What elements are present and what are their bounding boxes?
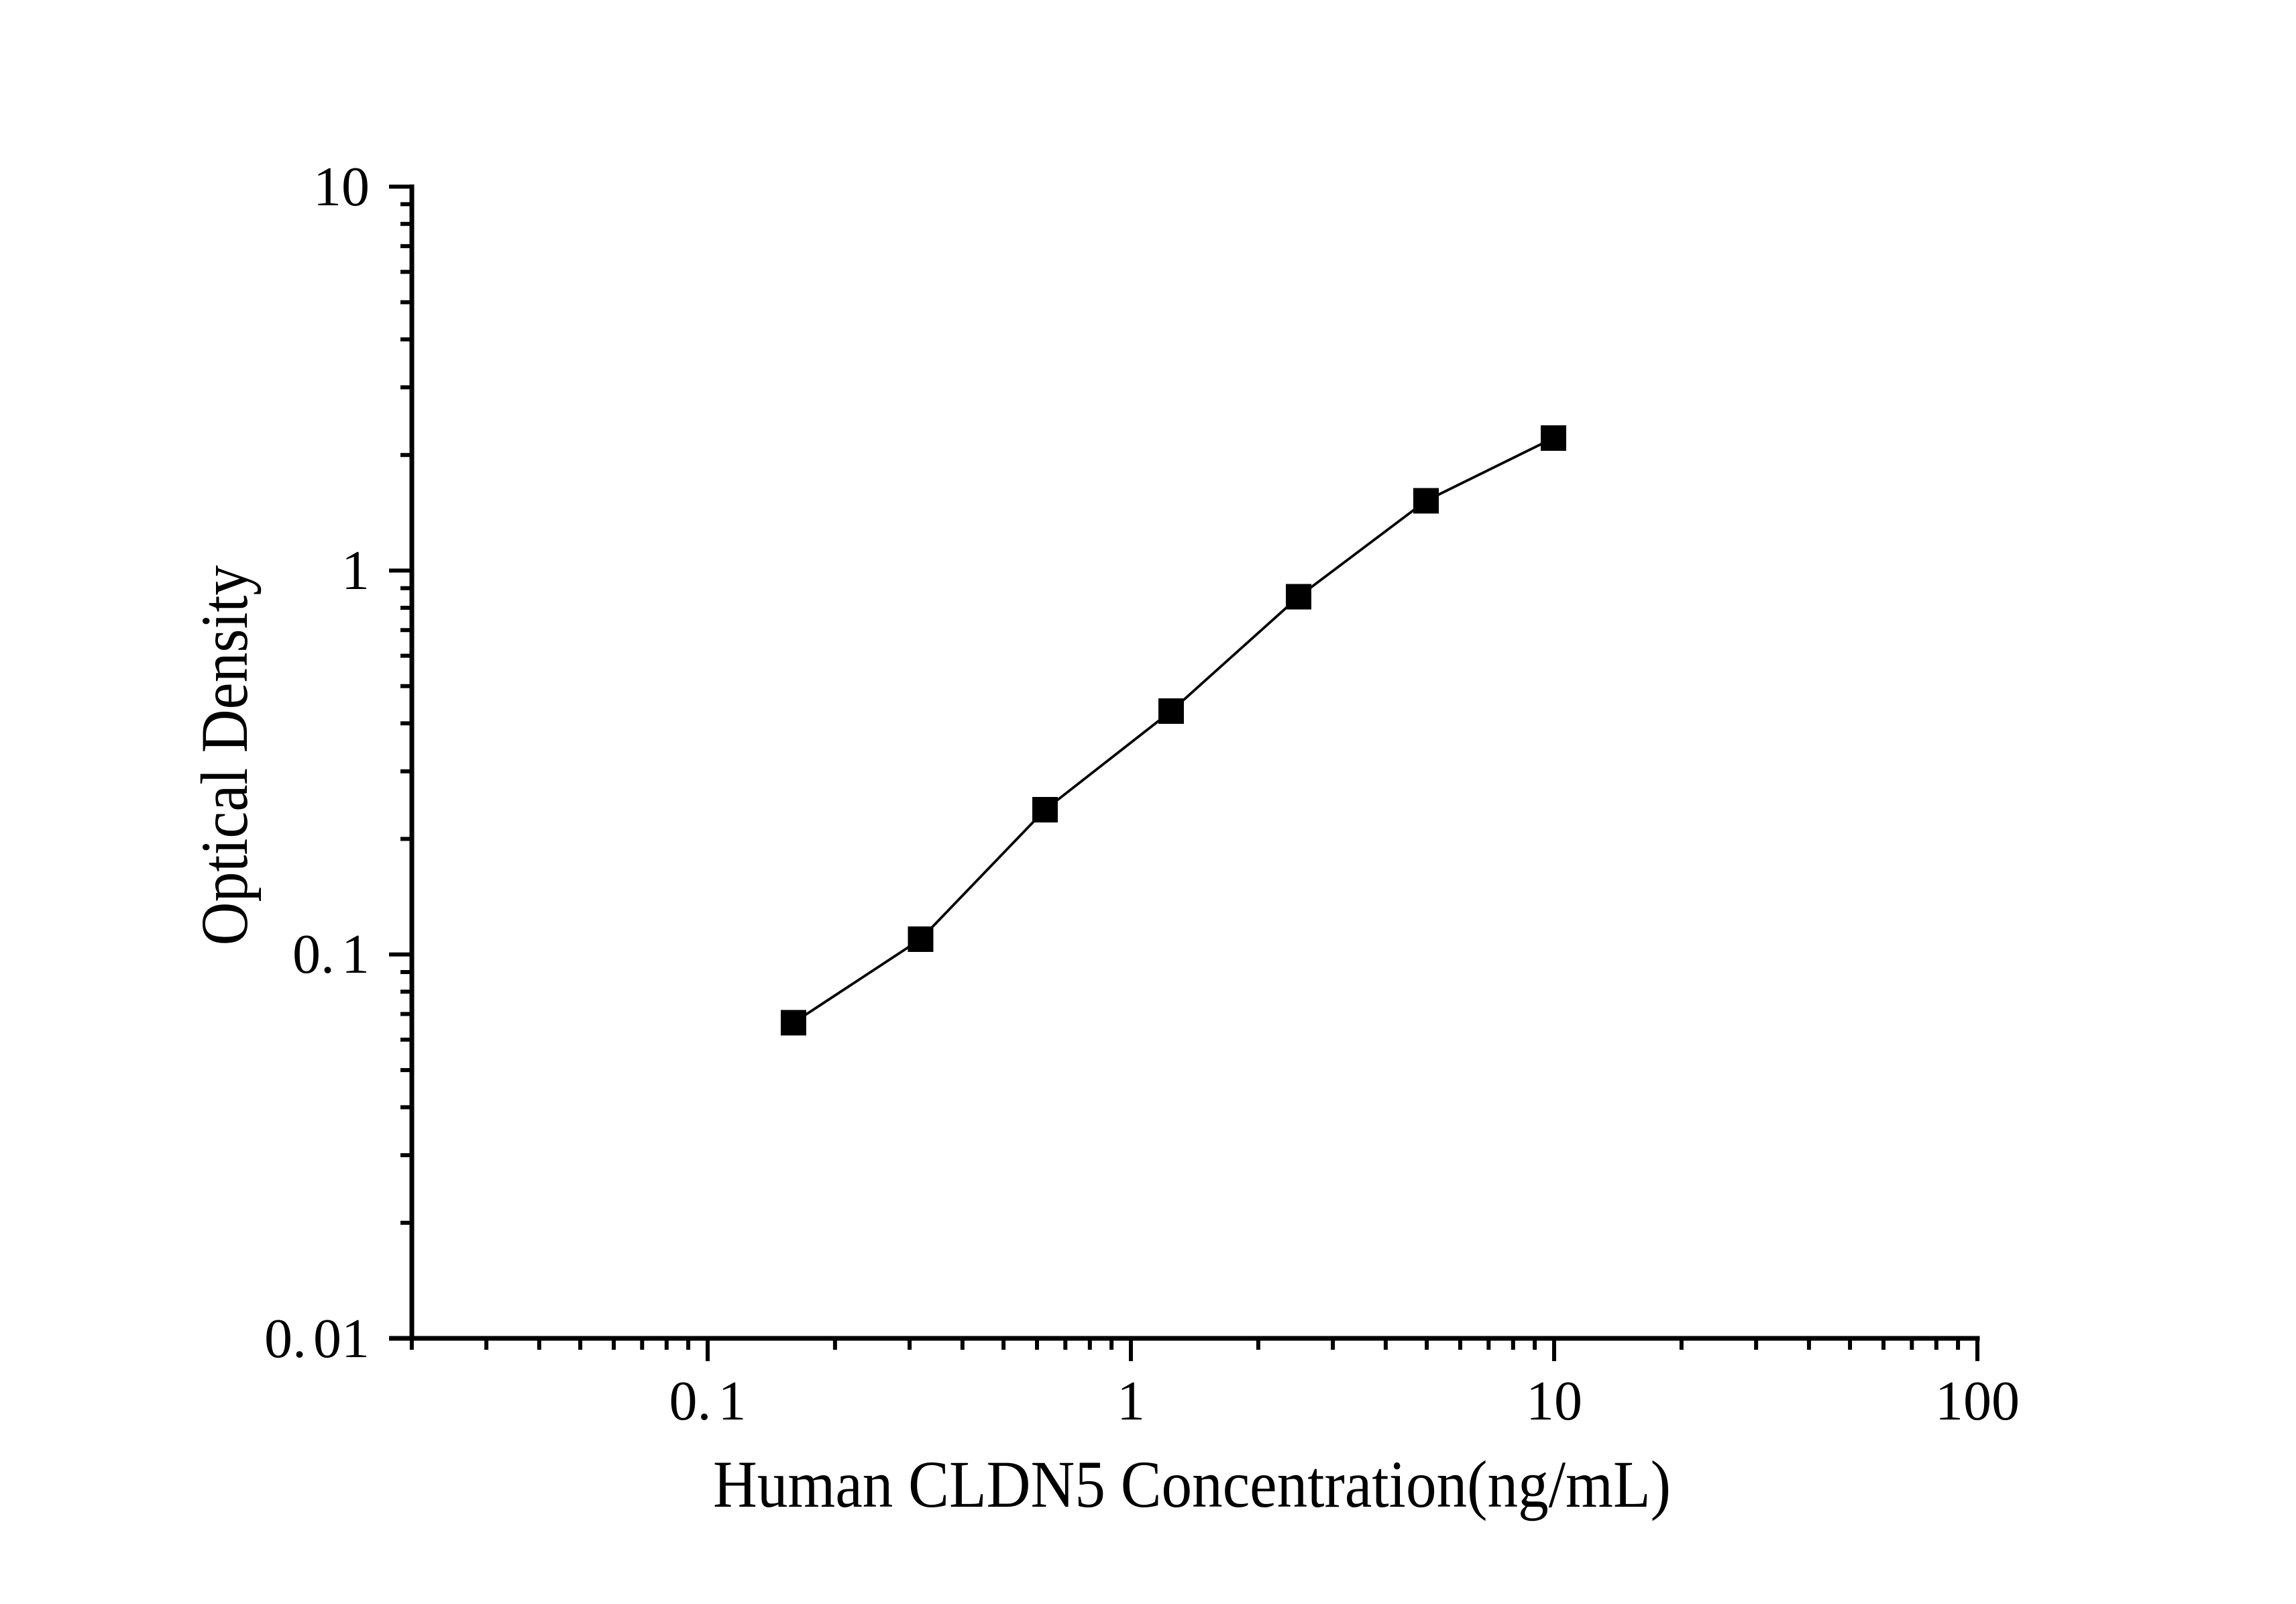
- svg-text:Human CLDN5 Concentration(ng/m: Human CLDN5 Concentration(ng/mL): [713, 1447, 1671, 1521]
- svg-text:0. 1: 0. 1: [292, 923, 370, 985]
- svg-text:1: 1: [1117, 1370, 1145, 1432]
- svg-text:10: 10: [313, 156, 370, 218]
- svg-text:0. 01: 0. 01: [264, 1307, 370, 1370]
- svg-text:0. 1: 0. 1: [669, 1370, 747, 1432]
- svg-text:Optical Density: Optical Density: [187, 566, 262, 946]
- svg-text:10: 10: [1526, 1370, 1582, 1432]
- svg-text:1: 1: [341, 539, 370, 602]
- svg-text:100: 100: [1935, 1370, 2020, 1432]
